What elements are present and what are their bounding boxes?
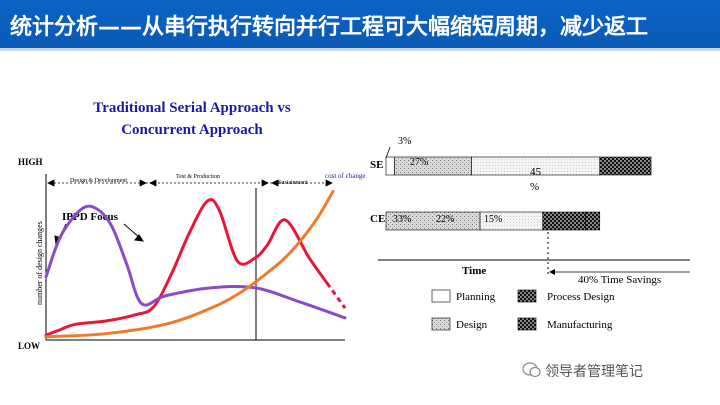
- label-se-design: 27%: [410, 157, 428, 168]
- legend-swatch-manufacturing: [517, 317, 537, 331]
- bar-ce-extra: [585, 211, 601, 231]
- right-chart-legend: Planning Process Design Design Manufactu…: [431, 289, 615, 331]
- y-axis-label: number of design changes: [35, 221, 44, 305]
- x-axis-label: Time: [462, 265, 486, 277]
- phase-design-label: Design & Development: [70, 178, 127, 184]
- y-low-label: LOW: [18, 341, 40, 351]
- watermark-text: 领导者管理笔记: [545, 364, 643, 380]
- series-line-concurrent: [44, 204, 347, 320]
- cost-annotation: cost of change: [325, 172, 365, 180]
- label-ce-manufacturing: 15%: [484, 214, 502, 225]
- label-ce-design: 33%: [393, 214, 411, 225]
- title-divider: [0, 48, 720, 51]
- legend-manufacturing: Manufacturing: [547, 319, 613, 331]
- series-line-cost: [44, 189, 335, 339]
- left-chart-series: [44, 189, 347, 339]
- savings-arrow-head: [549, 269, 555, 275]
- legend-design: Design: [456, 319, 488, 331]
- ippd-arrows: [54, 223, 145, 246]
- legend-process-design: Process Design: [547, 291, 615, 303]
- slide-title: 统计分析——从串行执行转向并行工程可大幅缩短周期，减少返工: [10, 15, 649, 40]
- savings-label: 40% Time Savings: [578, 274, 661, 286]
- phase-test-label: Test & Production: [176, 174, 220, 180]
- y-high-label: HIGH: [18, 157, 43, 167]
- series-line-serial: [44, 197, 329, 337]
- legend-swatch-planning: [431, 289, 451, 303]
- label-se-planning-pointer: [385, 146, 391, 159]
- label-se-planning: 3%: [398, 136, 411, 147]
- title-bar: 统计分析——从串行执行转向并行工程可大幅缩短周期，减少返工: [0, 0, 720, 48]
- phase-arrows: [47, 179, 333, 187]
- phase-sustainment-label: Sustainment: [278, 180, 308, 186]
- series-line-serial-tail: [325, 282, 347, 309]
- legend-planning: Planning: [456, 291, 496, 303]
- left-chart-subtitle: Concurrent Approach: [121, 122, 263, 138]
- label-se-process: 45: [530, 166, 542, 178]
- category-label-se: SE: [370, 159, 383, 171]
- left-chart-title: Traditional Serial Approach vs: [93, 100, 291, 116]
- bar-ce-manufacturing: [542, 211, 586, 231]
- legend-swatch-process-design: [517, 289, 537, 303]
- label-ce-process: 22%: [436, 214, 454, 225]
- right-chart-bars: [385, 156, 652, 231]
- wechat-icon: [522, 362, 541, 378]
- bar-se-manufacturing: [599, 156, 652, 176]
- legend-swatch-design: [431, 317, 451, 331]
- label-se-process-unit: %: [530, 181, 539, 193]
- bar-se-design: [394, 156, 472, 176]
- bar-se-planning: [385, 156, 395, 176]
- category-label-ce: CE: [370, 213, 385, 225]
